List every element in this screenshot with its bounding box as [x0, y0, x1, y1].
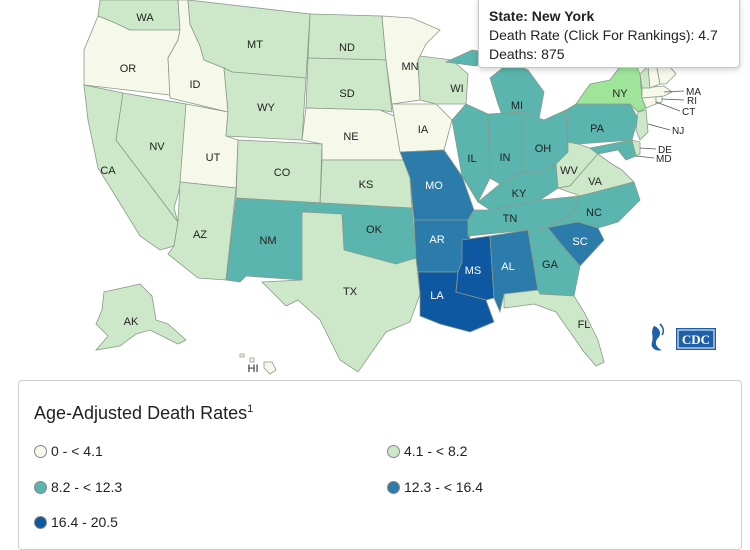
svg-text:CDC: CDC	[682, 332, 710, 347]
state-label-wa: WA	[136, 12, 154, 24]
state-label-mi: MI	[511, 100, 523, 112]
state-az[interactable]	[167, 181, 237, 281]
state-label-al: AL	[501, 261, 514, 273]
state-label-az: AZ	[193, 229, 207, 241]
legend-title: Age-Adjusted Death Rates1	[34, 403, 254, 423]
legend-label-bin2: 4.1 - < 8.2	[404, 443, 468, 459]
legend-label-bin4: 12.3 - < 16.4	[404, 479, 484, 495]
state-label-ga: GA	[542, 259, 559, 271]
legend-item-bin1: 0 - < 4.1	[34, 443, 103, 459]
legend-swatch-bin2	[387, 444, 400, 458]
legend-item-bin3: 8.2 - < 12.3	[34, 479, 122, 495]
northeast-leader-lines	[635, 90, 685, 159]
state-label-wv: WV	[560, 165, 578, 177]
state-label-il: IL	[467, 153, 476, 165]
legend-swatch-bin4	[387, 480, 400, 494]
us-map: WA OR CA ID NV UT AZ MT WY CO NM ND SD N…	[83, 0, 740, 375]
state-tx[interactable]	[261, 211, 421, 373]
state-label-ut: UT	[206, 152, 221, 164]
state-label-wy: WY	[257, 102, 275, 114]
cdc-logo: CDC	[651, 323, 716, 351]
state-label-ms: MS	[465, 265, 482, 277]
state-label-nj: NJ	[672, 126, 684, 137]
state-label-nm: NM	[259, 235, 276, 247]
state-label-ak: AK	[124, 316, 139, 328]
state-label-ia: IA	[418, 124, 429, 136]
state-label-ca: CA	[100, 165, 116, 177]
state-label-de: DE	[658, 145, 672, 156]
us-map-svg: WA OR CA ID NV UT AZ MT WY CO NM ND SD N…	[83, 0, 701, 375]
state-label-mn: MN	[401, 61, 418, 73]
state-de[interactable]	[631, 139, 641, 157]
state-label-md: MD	[656, 154, 672, 165]
state-label-sc: SC	[572, 236, 587, 248]
tooltip-rate[interactable]: Death Rate (Click For Rankings): 4.7	[489, 27, 718, 43]
state-label-ny: NY	[612, 88, 628, 100]
tooltip-deaths: Deaths: 875	[489, 46, 565, 62]
state-label-la: LA	[430, 290, 444, 302]
state-label-ky: KY	[512, 188, 527, 200]
state-label-oh: OH	[535, 143, 552, 155]
state-label-or: OR	[120, 63, 137, 75]
state-ma[interactable]	[641, 85, 673, 99]
state-label-ri: RI	[687, 96, 697, 107]
legend-swatch-bin1	[34, 444, 47, 458]
legend-swatch-bin3	[34, 480, 47, 494]
state-label-ne: NE	[343, 131, 358, 143]
state-label-va: VA	[588, 176, 603, 188]
state-hi[interactable]	[239, 353, 277, 375]
state-label-tn: TN	[503, 213, 518, 225]
state-label-in: IN	[500, 152, 511, 164]
state-wy[interactable]	[223, 67, 307, 141]
state-sd[interactable]	[305, 57, 393, 113]
legend-label-bin5: 16.4 - 20.5	[51, 514, 118, 530]
legend-item-bin5: 16.4 - 20.5	[34, 514, 118, 530]
state-label-ks: KS	[359, 179, 374, 191]
state-ak[interactable]	[94, 283, 187, 351]
legend-footnote-mark: 1	[247, 403, 254, 415]
state-in[interactable]	[487, 111, 523, 185]
state-label-pa: PA	[590, 123, 605, 135]
state-label-ok: OK	[366, 224, 383, 236]
state-label-ct: CT	[682, 107, 695, 118]
state-tooltip: State: New York Death Rate (Click For Ra…	[478, 0, 740, 68]
state-label-co: CO	[274, 167, 291, 179]
legend-label-bin1: 0 - < 4.1	[51, 443, 103, 459]
legend-panel: Age-Adjusted Death Rates1 0 - < 4.1 4.1 …	[18, 380, 742, 550]
state-label-fl: FL	[578, 319, 591, 331]
state-label-tx: TX	[343, 286, 358, 298]
state-label-id: ID	[190, 79, 201, 91]
state-fl[interactable]	[503, 289, 605, 367]
state-label-mo: MO	[425, 180, 443, 192]
state-label-nc: NC	[586, 207, 602, 219]
state-label-wi: WI	[450, 83, 463, 95]
legend-swatch-bin5	[34, 515, 47, 529]
state-ks[interactable]	[319, 159, 413, 209]
state-nj[interactable]	[635, 109, 649, 141]
state-label-ar: AR	[429, 234, 444, 246]
tooltip-title: State: New York	[489, 8, 595, 24]
state-label-nv: NV	[149, 141, 165, 153]
state-label-hi: HI	[248, 363, 259, 375]
legend-item-bin2: 4.1 - < 8.2	[387, 443, 467, 459]
legend-item-bin4: 12.3 - < 16.4	[387, 479, 483, 495]
legend-label-bin3: 8.2 - < 12.3	[51, 479, 123, 495]
state-label-ma: MA	[686, 87, 701, 98]
state-label-mt: MT	[247, 39, 263, 51]
state-label-nd: ND	[339, 42, 355, 54]
state-label-sd: SD	[339, 88, 354, 100]
